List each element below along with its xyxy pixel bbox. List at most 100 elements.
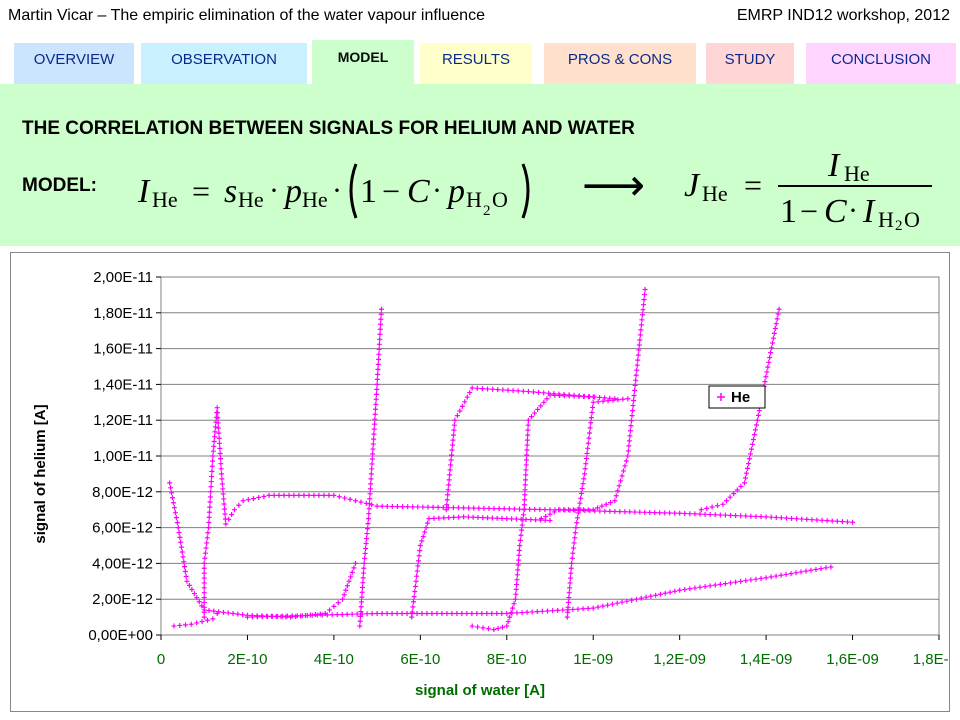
- data-point: [405, 504, 411, 510]
- data-point: [425, 504, 431, 510]
- tab-model[interactable]: MODEL: [312, 40, 414, 86]
- data-point: [517, 543, 523, 548]
- tab-conclusion[interactable]: CONCLUSION: [806, 43, 956, 84]
- data-point: [459, 611, 465, 617]
- tab-results[interactable]: RESULTS: [420, 43, 532, 84]
- data-point: [799, 516, 805, 522]
- tab-overview[interactable]: OVERVIEW: [14, 43, 134, 84]
- data-point: [763, 374, 769, 380]
- data-point: [494, 611, 500, 617]
- data-point: [717, 512, 723, 518]
- data-point: [444, 502, 450, 508]
- data-point: [607, 508, 613, 514]
- data-point: [769, 345, 775, 351]
- data-point: [521, 502, 527, 508]
- data-point: [518, 532, 524, 538]
- data-point: [359, 594, 365, 600]
- data-point: [588, 415, 594, 421]
- data-point: [565, 607, 571, 613]
- data-point: [528, 517, 534, 523]
- data-point: [264, 614, 270, 620]
- data-point: [361, 565, 367, 571]
- data-point: [581, 394, 587, 400]
- data-point: [657, 510, 663, 516]
- data-point: [359, 611, 365, 617]
- tab-pros-cons[interactable]: PROS & CONS: [544, 43, 696, 84]
- f-eq: =: [192, 173, 210, 209]
- data-point: [219, 471, 225, 477]
- data-point: [667, 589, 673, 595]
- data-point: [623, 458, 629, 464]
- data-point: [535, 406, 541, 412]
- data-point: [179, 549, 185, 555]
- x-tick-label: 1,4E-09: [740, 651, 793, 668]
- data-point: [359, 589, 365, 595]
- data-point: [444, 497, 450, 503]
- f2-sub-2: 2: [895, 218, 903, 230]
- data-point: [738, 483, 744, 489]
- data-point: [476, 505, 482, 511]
- f2-C: C: [824, 193, 847, 230]
- data-point: [411, 594, 417, 600]
- data-point: [465, 514, 471, 520]
- x-tick-label: 1,2E-09: [653, 651, 706, 668]
- data-point: [495, 387, 501, 393]
- data-point: [704, 505, 710, 511]
- data-point: [411, 599, 417, 605]
- data-point: [371, 426, 377, 432]
- data-point: [399, 611, 405, 617]
- data-point: [454, 413, 460, 419]
- data-point: [349, 569, 355, 575]
- data-point: [378, 316, 384, 322]
- data-point: [210, 616, 216, 622]
- data-point: [636, 347, 642, 353]
- data-point: [436, 515, 442, 521]
- data-point: [429, 611, 435, 617]
- data-point: [459, 403, 465, 409]
- data-point: [479, 611, 485, 617]
- data-point: [829, 518, 835, 524]
- data-point: [284, 613, 290, 619]
- data-point: [773, 514, 779, 520]
- data-point: [602, 395, 608, 401]
- data-point: [749, 441, 755, 447]
- data-point: [627, 433, 633, 439]
- data-point: [538, 516, 544, 522]
- data-point: [505, 387, 511, 393]
- data-point: [590, 399, 596, 405]
- data-point: [595, 399, 601, 405]
- data-point: [440, 504, 446, 510]
- f-paren-left: [349, 163, 358, 219]
- data-point: [336, 494, 342, 500]
- data-point: [547, 511, 553, 517]
- data-point: [844, 519, 850, 525]
- model-formula: I He = s He · p He · 1 − C · p H 2 O: [137, 163, 530, 219]
- data-point: [494, 515, 500, 521]
- data-point: [804, 516, 810, 522]
- data-point: [625, 396, 631, 402]
- data-point: [620, 468, 626, 474]
- data-point: [245, 497, 251, 503]
- data-point: [682, 587, 688, 593]
- data-point: [608, 500, 614, 506]
- tab-observation[interactable]: OBSERVATION: [141, 43, 307, 84]
- data-point: [183, 573, 189, 579]
- data-point: [712, 512, 718, 518]
- data-point: [555, 607, 561, 613]
- data-point: [632, 509, 638, 515]
- data-point: [417, 548, 423, 554]
- data-point: [204, 535, 210, 541]
- data-point: [522, 497, 528, 503]
- data-point: [201, 580, 207, 586]
- data-point: [635, 352, 641, 358]
- f-sub-H: H: [466, 187, 482, 212]
- y-tick-label: 2,00E-12: [92, 591, 153, 608]
- data-point: [507, 614, 513, 620]
- data-point: [466, 505, 472, 511]
- data-point: [636, 342, 642, 348]
- f2-eq: =: [744, 167, 762, 203]
- tab-study[interactable]: STUDY: [706, 43, 794, 84]
- data-point: [311, 492, 317, 498]
- data-point: [590, 507, 596, 513]
- data-point: [222, 511, 228, 517]
